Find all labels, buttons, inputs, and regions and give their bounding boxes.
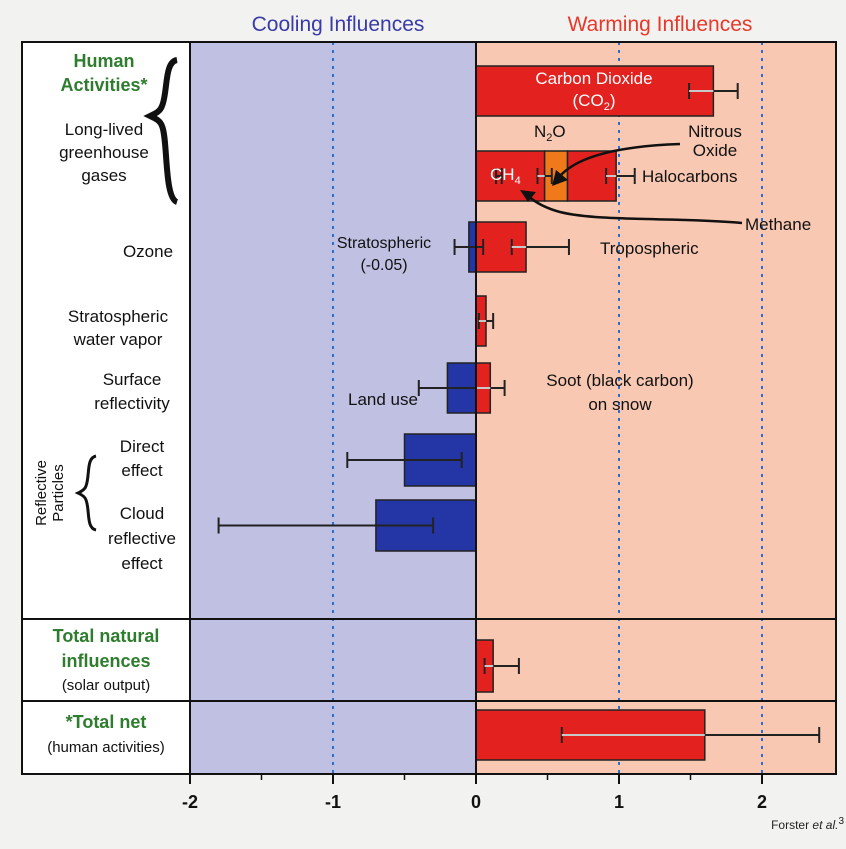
nitrous-arrowhead [552,170,568,186]
land-use-label: Land use [348,390,418,409]
row-label-direct-2: effect [121,461,163,480]
row-label-cloud-1: Cloud [120,504,164,523]
row-label-strat-water-2: water vapor [73,330,163,349]
ch4-label: CH4 [490,165,521,187]
stratospheric-label: Stratospheric [337,235,431,252]
row-label-surface-1: Surface [103,370,162,389]
n2o-label: N2O [534,122,566,144]
cooling-header: Cooling Influences [252,13,425,36]
particles-brace [74,454,97,532]
row-label-cloud-3: effect [121,554,163,573]
x-ticks: -2 -1 0 1 2 [182,774,767,812]
row-label-direct-1: Direct [120,437,165,456]
total-natural-1: Total natural [53,626,160,646]
methane-arrowhead [520,190,536,202]
warming-header: Warming Influences [568,13,753,36]
tick-label: 0 [471,792,481,812]
total-net-label: *Total net [66,712,147,732]
long-lived-1: Long-lived [65,120,143,139]
soot-label-1: Soot (black carbon) [546,371,693,390]
soot-label-2: on snow [588,395,652,414]
reflective-particles-2: Particles [50,464,67,522]
nitrous-label-1: Nitrous [688,122,742,141]
halocarbons-label: Halocarbons [642,167,737,186]
long-lived-2: greenhouse [59,143,149,162]
tick-label: 2 [757,792,767,812]
human-title-1: Human [73,51,134,71]
methane-label: Methane [745,215,811,234]
source-credit: Forster et al.3 [771,816,844,832]
row-label-cloud-2: reflective [108,529,176,548]
human-brace [143,57,179,205]
reflective-particles-1: Reflective [33,460,50,526]
row-label-surface-2: reflectivity [94,394,170,413]
human-title-2: Activities* [60,75,147,95]
row-label-ozone: Ozone [123,242,173,261]
nitrous-label-2: Oxide [693,141,737,160]
co2-formula: (CO2) [573,91,616,113]
methane-arrow [527,195,743,225]
stratospheric-value: (-0.05) [360,257,407,274]
tick-label: 1 [614,792,624,812]
long-lived-3: gases [81,166,126,185]
total-natural-2: influences [61,651,150,671]
gridlines [332,42,763,774]
total-net-sub: (human activities) [47,739,165,756]
total-natural-sub: (solar output) [62,677,150,694]
tropospheric-label: Tropospheric [600,239,699,258]
co2-label: Carbon Dioxide [535,69,652,88]
nitrous-arrow [559,142,681,177]
tick-label: -1 [325,792,341,812]
cooling-background [190,42,476,774]
row-label-strat-water-1: Stratospheric [68,307,169,326]
plot-frame [21,41,837,775]
tick-label: -2 [182,792,198,812]
